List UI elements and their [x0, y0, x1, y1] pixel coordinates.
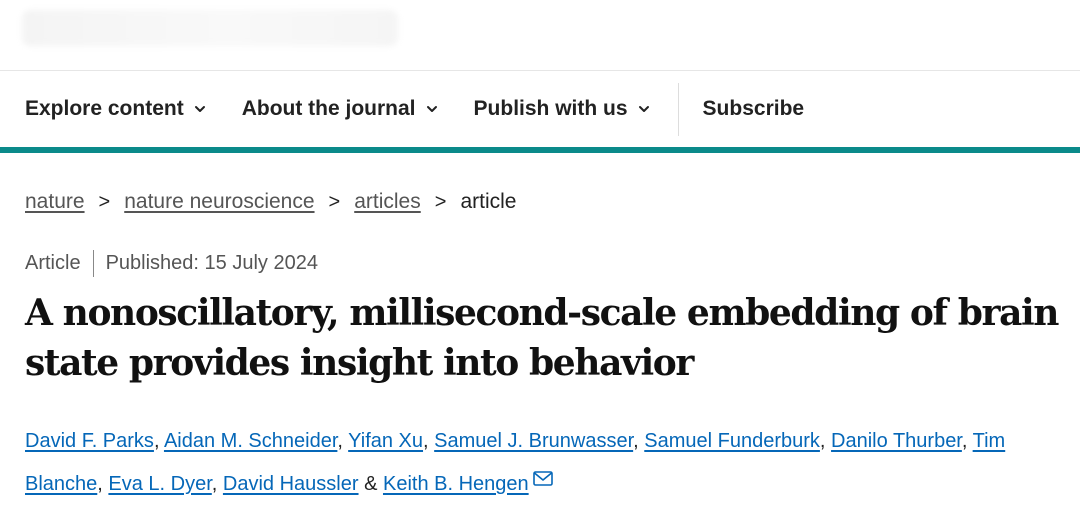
breadcrumb-separator: >	[98, 190, 111, 213]
article-title-line-1: A nonoscillatory, millisecond-scale embe…	[25, 292, 1059, 334]
meta-divider	[92, 249, 94, 277]
author-separator: ,	[97, 473, 109, 495]
chevron-down-icon	[194, 106, 205, 112]
author-link[interactable]: Eva L. Dyer	[108, 473, 212, 495]
nav-explore-content-label: Explore content	[25, 97, 184, 120]
author-separator: ,	[211, 473, 223, 495]
accent-bar	[0, 147, 1080, 153]
author-separator: ,	[633, 430, 645, 452]
breadcrumb-separator: >	[328, 190, 341, 213]
author-list: David F. Parks, Aidan M. Schneider, Yifa…	[25, 420, 1070, 506]
author-separator: ,	[337, 430, 349, 452]
nav-explore-content[interactable]: Explore content	[25, 97, 206, 121]
author-link[interactable]: Keith B. Hengen	[382, 473, 529, 495]
author-link[interactable]: Samuel Funderburk	[644, 430, 820, 452]
author-link[interactable]: David F. Parks	[25, 430, 154, 452]
author-link[interactable]: Samuel J. Brunwasser	[434, 430, 634, 452]
breadcrumb-articles[interactable]: articles	[354, 190, 421, 213]
breadcrumb-nature-neuroscience[interactable]: nature neuroscience	[124, 190, 315, 213]
breadcrumb-separator: >	[434, 190, 447, 213]
chevron-down-icon	[426, 106, 437, 112]
article-title: A nonoscillatory, millisecond-scale embe…	[25, 288, 1070, 388]
subscribe-label: Subscribe	[702, 97, 805, 120]
envelope-icon[interactable]	[532, 471, 553, 486]
breadcrumb: nature > nature neuroscience > articles …	[0, 187, 1080, 217]
nav-about-the-journal[interactable]: About the journal	[242, 97, 438, 121]
author-separator: ,	[153, 430, 164, 452]
breadcrumb-nature[interactable]: nature	[25, 190, 85, 213]
site-header	[0, 0, 1080, 71]
nav-divider	[677, 82, 679, 136]
author-separator: ,	[961, 430, 973, 452]
nav-publish-with-us-label: Publish with us	[473, 97, 628, 120]
author-link[interactable]: Tim Blanche	[25, 430, 1006, 495]
chevron-down-icon	[638, 106, 649, 112]
author-link[interactable]: David Haussler	[222, 473, 359, 495]
author-separator: ,	[819, 430, 832, 452]
author-link[interactable]: Aidan M. Schneider	[163, 430, 338, 452]
main-nav: Explore content About the journal Publis…	[0, 71, 1080, 147]
author-link[interactable]: Yifan Xu	[348, 430, 424, 452]
nav-publish-with-us[interactable]: Publish with us	[474, 97, 650, 121]
author-joiner: &	[358, 473, 383, 495]
article-type: Article	[25, 251, 81, 274]
nav-about-the-journal-label: About the journal	[241, 97, 416, 120]
subscribe-link[interactable]: Subscribe	[703, 97, 805, 121]
article-title-line-2: state provides insight into behavior	[25, 342, 694, 384]
published-date: Published: 15 July 2024	[105, 251, 318, 274]
author-separator: ,	[423, 430, 435, 452]
author-link[interactable]: Danilo Thurber	[831, 430, 962, 452]
journal-logo-blurred[interactable]	[22, 10, 398, 46]
breadcrumb-current: article	[460, 190, 517, 213]
article-meta: Article Published: 15 July 2024	[0, 249, 1080, 277]
